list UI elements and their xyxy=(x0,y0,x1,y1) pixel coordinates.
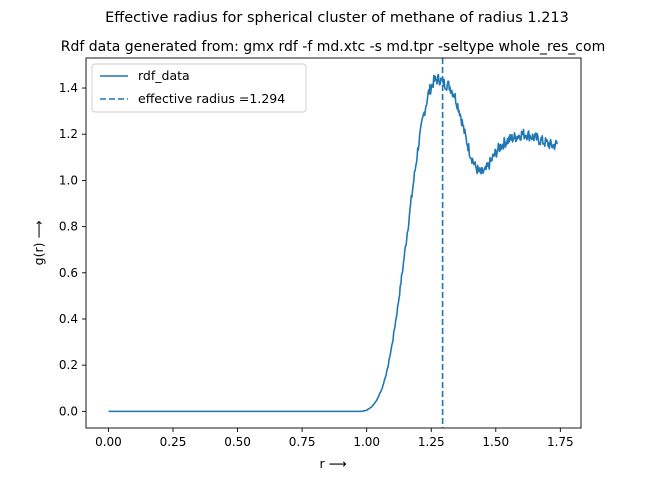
x-tick-label: 1.25 xyxy=(418,435,445,449)
y-tick-label: 1.2 xyxy=(59,127,78,141)
y-axis-label: g(r) ⟶ xyxy=(31,221,46,266)
x-tick-label: 1.50 xyxy=(482,435,509,449)
y-tick-label: 0.0 xyxy=(59,404,78,418)
y-tick-label: 1.0 xyxy=(59,173,78,187)
y-tick-label: 0.8 xyxy=(59,220,78,234)
legend: rdf_data effective radius =1.294 xyxy=(91,63,307,113)
rdf-data-line xyxy=(108,73,558,413)
y-tick-label: 0.2 xyxy=(59,358,78,372)
x-tick-label: 1.00 xyxy=(353,435,380,449)
chart-suptitle: Effective radius for spherical cluster o… xyxy=(105,10,569,26)
x-tick-label: 0.25 xyxy=(160,435,187,449)
legend-label-rdf-data: rdf_data xyxy=(138,68,190,83)
plot-frame xyxy=(85,57,582,429)
x-tick-label: 1.75 xyxy=(547,435,574,449)
x-tick-label: 0.50 xyxy=(224,435,251,449)
x-tick-label: 0.00 xyxy=(95,435,122,449)
x-axis-label: r ⟶ xyxy=(319,456,346,471)
x-tick-label: 0.75 xyxy=(289,435,316,449)
y-tick-label: 0.4 xyxy=(59,312,78,326)
y-tick-label: 1.4 xyxy=(59,81,78,95)
legend-label-effective-radius: effective radius =1.294 xyxy=(138,91,285,106)
legend-box xyxy=(91,63,307,113)
chart-title: Rdf data generated from: gmx rdf -f md.x… xyxy=(61,39,605,55)
y-tick-label: 0.6 xyxy=(59,266,78,280)
